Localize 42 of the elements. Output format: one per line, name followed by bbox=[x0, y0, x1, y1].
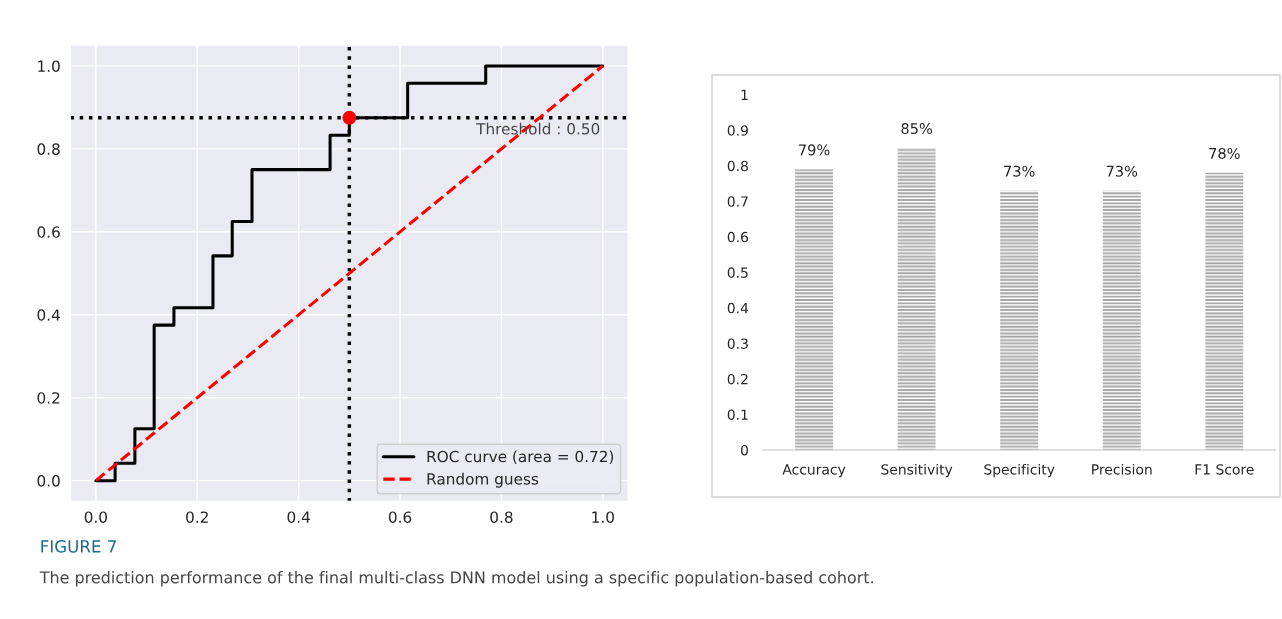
y-tick-label: 0.2 bbox=[727, 373, 748, 385]
x-tick-label: F1 Score bbox=[1195, 464, 1254, 475]
y-tick-label: 1 bbox=[741, 89, 748, 100]
y-tick-label: 0.1 bbox=[727, 409, 748, 420]
y-tick-label: 0.8 bbox=[37, 143, 60, 155]
data-label: 73% bbox=[1004, 165, 1035, 177]
x-tick-label: Precision bbox=[1092, 463, 1152, 475]
x-tick-label: Accuracy bbox=[782, 464, 846, 478]
y-tick-label: 0.5 bbox=[727, 267, 748, 278]
x-tick-label: Sensitivity bbox=[881, 463, 953, 478]
y-tick-label: 0.7 bbox=[727, 196, 748, 207]
bar bbox=[897, 148, 936, 451]
legend-label: ROC curve (area = 0.72) bbox=[427, 450, 614, 465]
y-tick-label: 0 bbox=[740, 444, 748, 456]
x-tick-label: 0.8 bbox=[490, 511, 513, 523]
bar bbox=[1205, 172, 1244, 451]
data-label: 79% bbox=[799, 144, 830, 156]
x-tick-label: 0.4 bbox=[287, 511, 310, 523]
y-tick-label: 0.3 bbox=[727, 338, 748, 349]
x-tick-label: 0.6 bbox=[388, 511, 412, 523]
data-label: 73% bbox=[1106, 165, 1138, 177]
caption: FIGURE 7 bbox=[41, 540, 116, 553]
text: The prediction performance of the final multi-class DNN model using a specific population-based cohort. bbox=[39, 571, 873, 587]
bar bbox=[1102, 190, 1141, 451]
y-tick-label: 1.0 bbox=[38, 60, 60, 72]
data-label: 78% bbox=[1209, 147, 1240, 159]
y-tick-label: 0.4 bbox=[37, 309, 60, 321]
x-tick-label: 1.0 bbox=[592, 511, 614, 523]
x-tick-label: 0.2 bbox=[186, 511, 208, 523]
x-tick-label: 0.0 bbox=[84, 511, 107, 523]
y-tick-label: 0.8 bbox=[727, 160, 748, 172]
x-tick-label: Specificity bbox=[984, 463, 1055, 478]
bar bbox=[795, 169, 834, 451]
bar bbox=[1000, 190, 1039, 451]
data-label: 85% bbox=[901, 123, 933, 135]
y-tick-label: 0.4 bbox=[727, 302, 749, 314]
y-tick-label: 0.9 bbox=[727, 125, 748, 136]
y-tick-label: 0.6 bbox=[727, 231, 749, 243]
y-tick-label: 0.0 bbox=[37, 475, 60, 487]
legend-label: Random guess bbox=[427, 472, 539, 488]
y-tick-label: 0.6 bbox=[37, 226, 60, 238]
y-tick-label: 0.2 bbox=[37, 392, 60, 404]
